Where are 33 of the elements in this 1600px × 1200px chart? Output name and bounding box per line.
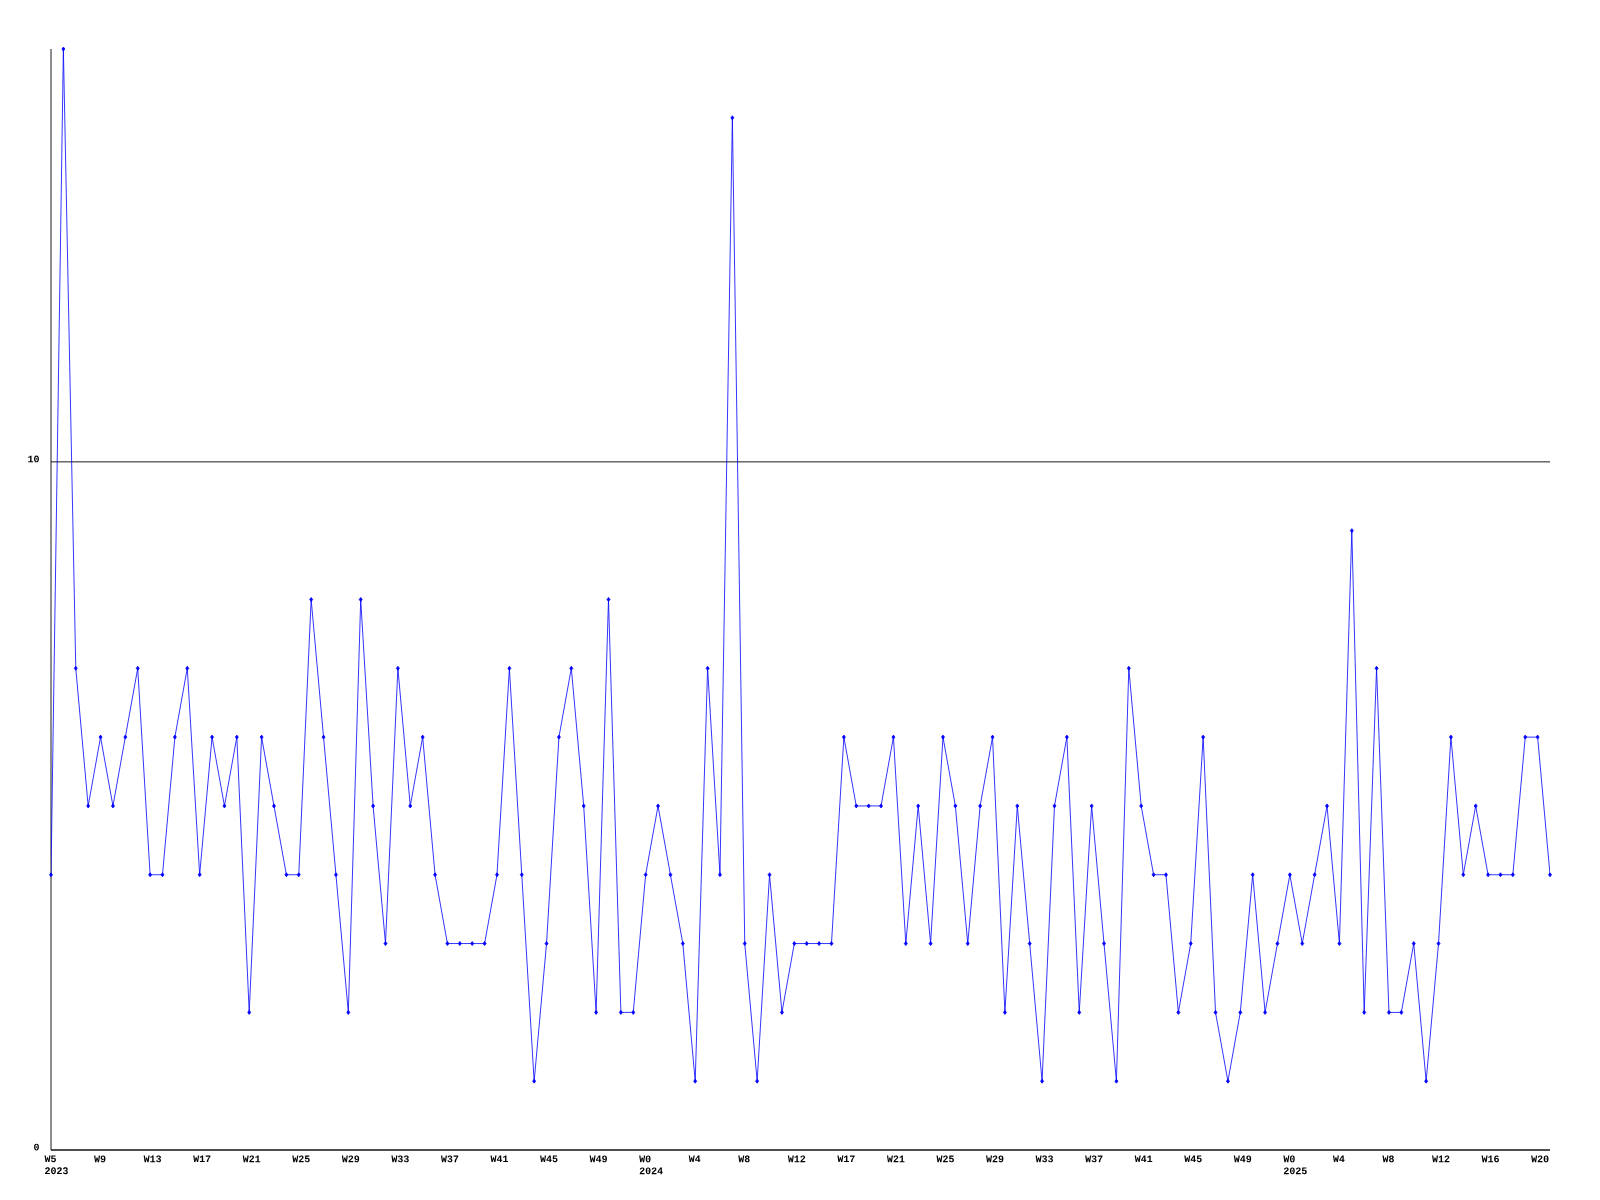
x-tick-label: W29 (986, 1155, 1004, 1163)
x-tick-label: W5 2023 (44, 1155, 68, 1175)
x-tick-label: W29 (341, 1155, 360, 1163)
x-tick-label: W12 (787, 1155, 806, 1163)
x-tick-label: W17 (193, 1155, 211, 1163)
x-tick-label: W17 (837, 1155, 855, 1163)
x-tick-label: W33 (391, 1155, 409, 1163)
x-tick-label: W13 (143, 1155, 162, 1163)
x-tick-label: W20 (1531, 1155, 1549, 1163)
x-tick-label: W45 (540, 1155, 558, 1163)
x-tick-label: W21 (886, 1155, 905, 1163)
x-tick-label: W4 (688, 1155, 701, 1163)
x-tick-label: W33 (1035, 1155, 1054, 1163)
x-tick-label: W37 (440, 1155, 459, 1163)
y-tick-label: 10 (28, 455, 39, 463)
x-tick-label: W37 (1085, 1155, 1103, 1163)
x-tick-label: W49 (1233, 1155, 1252, 1163)
x-tick-label: W0 2024 (639, 1155, 663, 1175)
x-tick-label: W12 (1432, 1155, 1450, 1163)
x-tick-label: W41 (490, 1155, 509, 1163)
x-tick-label: W45 (1184, 1155, 1202, 1163)
y-tick-label: 0 (34, 1143, 39, 1151)
x-tick-label: W8 (1382, 1155, 1394, 1163)
x-tick-label: W8 (738, 1155, 750, 1163)
x-tick-label: W16 (1481, 1155, 1499, 1163)
x-tick-label: W0 2025 (1283, 1155, 1307, 1175)
x-tick-label: W4 (1332, 1155, 1345, 1163)
x-tick-label: W9 (94, 1155, 106, 1163)
x-tick-label: W21 (242, 1155, 261, 1163)
x-tick-label: W25 (936, 1155, 954, 1163)
x-tick-label: W49 (589, 1155, 607, 1163)
x-tick-label: W41 (1134, 1155, 1153, 1163)
x-tick-label: W25 (292, 1155, 310, 1163)
